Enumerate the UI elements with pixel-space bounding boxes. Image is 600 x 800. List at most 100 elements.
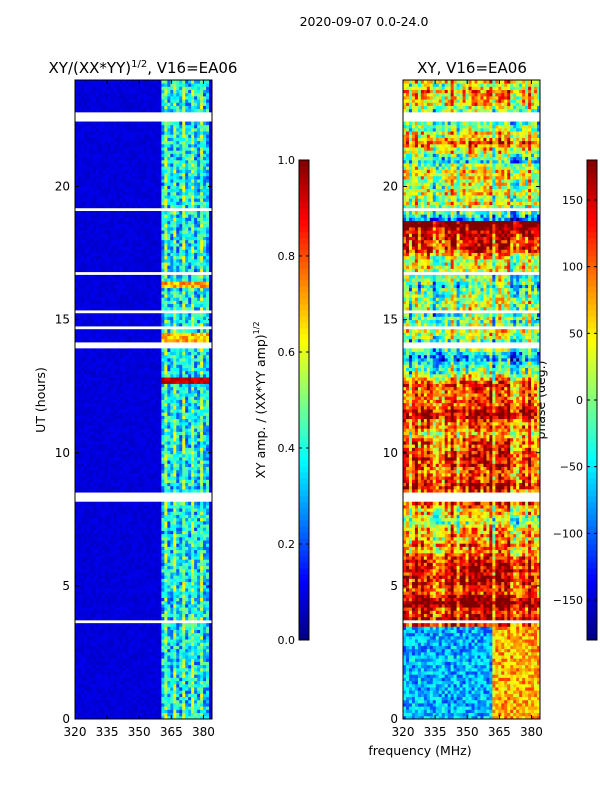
phase-colorbar-segment [587, 634, 597, 641]
phase-colorbar-segment [587, 322, 597, 329]
amp-colorbar-segment [299, 202, 309, 209]
amp-x-tick-label: 380 [192, 725, 215, 739]
amp-colorbar-segment [299, 610, 309, 617]
amp-colorbar-segment [299, 544, 309, 551]
amp-colorbar-segment [299, 268, 309, 275]
amp-colorbar-segment [299, 274, 309, 281]
suptitle: 2020-09-07 0.0-24.0 [300, 14, 429, 29]
phase-colorbar-segment [587, 490, 597, 497]
phase-colorbar-segment [587, 334, 597, 341]
amp-colorbar-segment [299, 598, 309, 605]
phase-colorbar-segment [587, 436, 597, 443]
phase-colorbar-segment [587, 508, 597, 515]
phase-colorbar-segment [587, 316, 597, 323]
phase-x-tick-label: 320 [392, 725, 415, 739]
phase-colorbar-tick-label: −100 [553, 527, 583, 540]
phase-colorbar-segment [587, 496, 597, 503]
phase-colorbar-segment [587, 616, 597, 623]
amp-colorbar-segment [299, 304, 309, 311]
amp-colorbar-segment [299, 514, 309, 521]
phase-colorbar-tick-label: 0 [576, 394, 583, 407]
phase-colorbar-segment [587, 208, 597, 215]
phase-colorbar-segment [587, 502, 597, 509]
amp-colorbar-segment [299, 484, 309, 491]
phase-x-tick-label: 380 [520, 725, 543, 739]
x-axis-label: frequency (MHz) [368, 743, 471, 758]
amp-colorbar-segment [299, 244, 309, 251]
phase-heatmap: 320 335 350 365 380 0 5 10 15 20 [383, 79, 543, 739]
amp-y-tick-label: 5 [62, 579, 70, 593]
phase-colorbar-segment [587, 442, 597, 449]
amp-x-tick-label: 350 [128, 725, 151, 739]
phase-colorbar-segment [587, 250, 597, 257]
phase-colorbar-segment [587, 172, 597, 179]
phase-colorbar-segment [587, 544, 597, 551]
right-title: XY, V16=EA06 [417, 59, 527, 77]
phase-colorbar-segment [587, 352, 597, 359]
amp-colorbar-segment [299, 316, 309, 323]
amp-colorbar-segment [299, 472, 309, 479]
amp-frame [74, 79, 213, 720]
phase-colorbar-segment [587, 166, 597, 173]
phase-colorbar-segment [587, 580, 597, 587]
phase-colorbar-segment [587, 298, 597, 305]
amp-colorbar-segment [299, 604, 309, 611]
amp-colorbar-label-main: XY amp. / (XX*YY amp) [253, 334, 268, 478]
amp-x-tick-label: 320 [64, 725, 87, 739]
amp-colorbar-segment [299, 460, 309, 467]
amp-colorbar-segment [299, 280, 309, 287]
amp-colorbar-segment [299, 586, 309, 593]
amp-colorbar-segment [299, 292, 309, 299]
amp-colorbar-segment [299, 490, 309, 497]
amp-colorbar-segment [299, 298, 309, 305]
amp-colorbar-segment [299, 382, 309, 389]
phase-colorbar-segment [587, 388, 597, 395]
amp-colorbar-segment [299, 436, 309, 443]
left-title-tail: , V16=EA06 [147, 59, 237, 77]
amp-colorbar-segment [299, 370, 309, 377]
amp-colorbar-segment [299, 406, 309, 413]
amp-colorbar-segment [299, 634, 309, 641]
phase-colorbar-tick-label: 150 [562, 194, 583, 207]
phase-colorbar-segment [587, 304, 597, 311]
phase-colorbar-segment [587, 472, 597, 479]
amp-colorbar-segment [299, 238, 309, 245]
phase-colorbar: −150 −100 −50 0 50 100 150 [553, 159, 598, 641]
phase-colorbar-segment [587, 364, 597, 371]
phase-colorbar-segment [587, 610, 597, 617]
amp-colorbar-segment [299, 550, 309, 557]
phase-colorbar-segment [587, 340, 597, 347]
amp-image [75, 80, 212, 719]
phase-image [403, 80, 540, 719]
amplitude-colorbar: 0.0 0.2 0.4 0.6 0.8 1.0 [278, 154, 310, 647]
amplitude-heatmap: 320 335 350 365 380 0 5 10 15 20 [55, 79, 215, 739]
amp-colorbar-segment [299, 592, 309, 599]
phase-colorbar-segment [587, 532, 597, 539]
phase-colorbar-segment [587, 454, 597, 461]
phase-colorbar-segment [587, 592, 597, 599]
amp-colorbar-segment [299, 466, 309, 473]
amp-colorbar-segment [299, 256, 309, 263]
phase-colorbar-segment [587, 574, 597, 581]
phase-colorbar-segment [587, 568, 597, 575]
phase-colorbar-segment [587, 382, 597, 389]
amp-colorbar-segment [299, 160, 309, 167]
amp-x-tick-label: 365 [160, 725, 183, 739]
phase-colorbar-segment [587, 400, 597, 407]
amp-colorbar-segment [299, 628, 309, 635]
phase-colorbar-segment [587, 406, 597, 413]
amp-colorbar-segment [299, 358, 309, 365]
amp-colorbar-segment [299, 364, 309, 371]
amp-colorbar-segment [299, 340, 309, 347]
amp-colorbar-segment [299, 322, 309, 329]
amp-colorbar-tick-label: 0.8 [278, 250, 296, 263]
amp-colorbar-segment [299, 328, 309, 335]
phase-colorbar-segment [587, 412, 597, 419]
phase-colorbar-segment [587, 604, 597, 611]
amp-colorbar-label: XY amp. / (XX*YY amp)1/2 [252, 321, 268, 478]
phase-colorbar-segment [587, 556, 597, 563]
phase-colorbar-segment [587, 376, 597, 383]
amp-colorbar-segment [299, 568, 309, 575]
phase-colorbar-tick-label: −150 [553, 594, 583, 607]
